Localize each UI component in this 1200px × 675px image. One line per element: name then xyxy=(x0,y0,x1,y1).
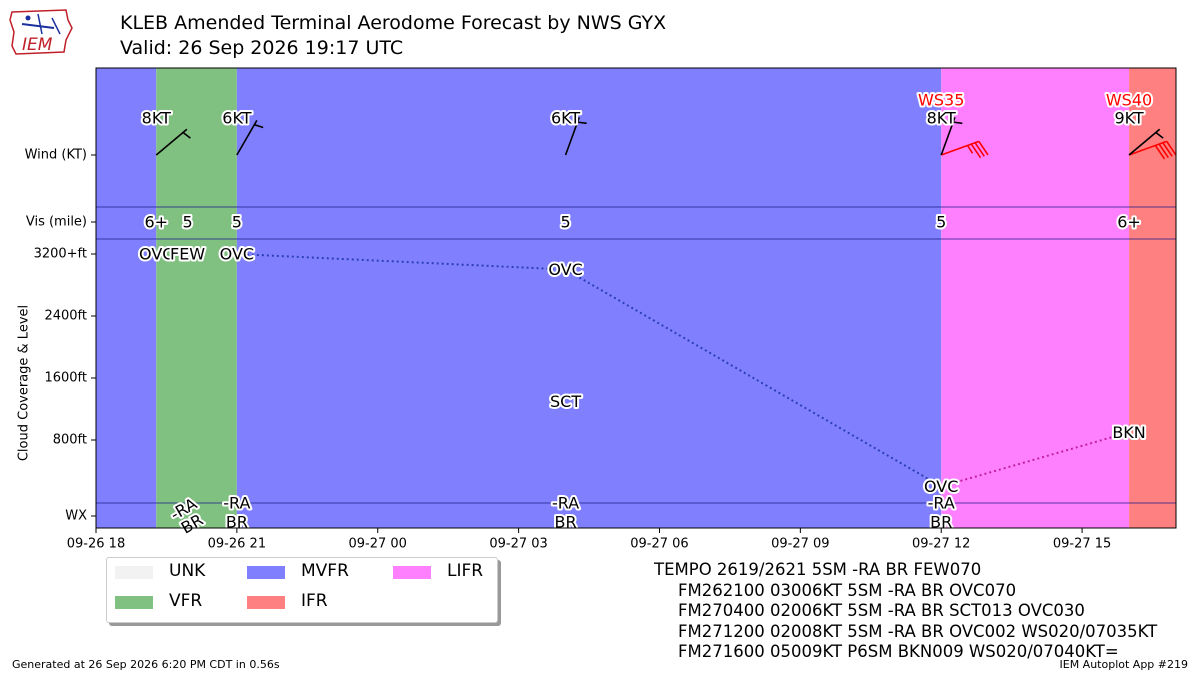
chart-title: KLEB Amended Terminal Aerodome Forecast … xyxy=(120,12,667,34)
footer-generated: Generated at 26 Sep 2026 6:20 PM CDT in … xyxy=(12,658,280,671)
visibility-label: 5 xyxy=(560,213,570,232)
visibility-label: 5 xyxy=(232,213,242,232)
weather-label: -RA xyxy=(928,494,955,513)
legend-swatch xyxy=(115,566,153,579)
category-band xyxy=(156,68,237,528)
wind-barb xyxy=(1128,128,1164,156)
x-tick-label: 09-27 12 xyxy=(912,537,970,552)
weather-label: BR xyxy=(555,513,577,532)
legend-label: IFR xyxy=(301,591,328,611)
wind-speed-label: 6KT xyxy=(222,109,251,128)
barb-feather xyxy=(970,143,982,159)
wind-speed-label: 9KT xyxy=(1114,109,1143,128)
category-band xyxy=(236,68,942,528)
barb-staff xyxy=(1128,140,1167,156)
taf-line: FM262100 03006KT 5SM -RA BR OVC070 xyxy=(678,580,1017,600)
wind-speed-label: 8KT xyxy=(142,109,171,128)
y-tick-label: 1600ft xyxy=(44,371,87,386)
wind-barb xyxy=(155,128,191,156)
cloud-label: OVC xyxy=(924,477,958,496)
cloud-label: OVC xyxy=(220,245,254,264)
y-tick-label: 2400ft xyxy=(44,309,87,324)
barb-staff xyxy=(236,119,258,156)
iem-logo: IEM xyxy=(8,6,74,62)
legend-swatch xyxy=(247,596,285,609)
legend-label: UNK xyxy=(169,561,206,581)
shear-label: WS35 xyxy=(918,91,964,110)
x-tick-label: 09-27 09 xyxy=(771,537,829,552)
cloud-label: FEW xyxy=(170,245,205,264)
taf-head-line: TEMPO 2619/2621 5SM -RA BR FEW070 xyxy=(654,560,982,579)
legend-label: LIFR xyxy=(447,561,484,581)
barb-half-feather xyxy=(577,121,587,125)
legend-label: VFR xyxy=(169,591,203,611)
plot-frame xyxy=(95,67,1177,529)
visibility-label: 5 xyxy=(936,213,946,232)
y-tick-label: 800ft xyxy=(53,433,87,448)
visibility-label: 6+ xyxy=(1117,213,1141,232)
x-tick-label: 09-26 21 xyxy=(208,537,266,552)
barb-feather xyxy=(1162,142,1173,157)
logo-text: IEM xyxy=(22,35,53,55)
barb-feather xyxy=(978,140,989,156)
barb-half-feather xyxy=(1155,131,1164,139)
weather-label: -RA xyxy=(552,494,579,513)
taf-line: FM271200 02008KT 5SM -RA BR OVC002 WS020… xyxy=(678,621,1158,641)
cloud-label: OVC xyxy=(139,245,173,264)
wind-barb xyxy=(236,119,264,156)
x-tick-label: 09-27 03 xyxy=(489,537,547,552)
cloud-label: SCT xyxy=(550,392,581,411)
barb-staff xyxy=(940,117,956,156)
y-tick-label: Vis (mile) xyxy=(26,215,87,230)
wind-speed-label: 8KT xyxy=(927,109,956,128)
y-tick-label: 3200+ft xyxy=(34,247,87,262)
cloud-label: BKN xyxy=(1112,423,1145,442)
barb-half-feather xyxy=(254,123,264,129)
cloud-label: OVC xyxy=(548,260,582,279)
legend-swatch xyxy=(247,566,285,579)
category-band xyxy=(941,68,1130,528)
barb-feather xyxy=(1165,140,1177,156)
barb-feather xyxy=(974,142,985,157)
shear-barb xyxy=(940,140,989,159)
x-tick-label: 09-27 15 xyxy=(1053,537,1111,552)
taf-line: FM271600 05009KT P6SM BKN009 WS020/07040… xyxy=(678,642,1119,661)
barb-feather xyxy=(1158,143,1170,159)
x-tick-label: 09-27 00 xyxy=(349,537,407,552)
legend-swatch xyxy=(393,566,431,579)
weather-label: -RA xyxy=(223,494,250,513)
category-band xyxy=(1129,68,1176,528)
visibility-label: 5 xyxy=(182,213,192,232)
x-tick-label: 09-26 18 xyxy=(67,537,125,552)
visibility-label: 6+ xyxy=(144,213,168,232)
barb-half-feather xyxy=(953,121,963,125)
barb-staff xyxy=(1128,128,1161,156)
barb-half-feather xyxy=(966,144,974,154)
barb-staff xyxy=(940,140,980,156)
barb-half-feather xyxy=(182,131,191,139)
x-tick-label: 09-27 06 xyxy=(630,537,688,552)
wind-barb xyxy=(564,117,587,156)
legend-label: MVFR xyxy=(301,561,349,581)
chart-subtitle: Valid: 26 Sep 2026 19:17 UTC xyxy=(120,37,404,59)
barb-staff xyxy=(155,128,188,156)
legend: UNK MVFR LIFR VFR IFR xyxy=(106,557,498,623)
footer-app: IEM Autoplot App #219 xyxy=(1059,658,1189,671)
shear-barb xyxy=(1128,140,1177,160)
shear-label: WS40 xyxy=(1106,91,1152,110)
barb-staff xyxy=(564,117,580,156)
wind-speed-label: 6KT xyxy=(551,109,580,128)
legend-swatch xyxy=(115,596,153,609)
barb-feather xyxy=(1154,144,1166,160)
taf-text: TEMPO 2619/2621 5SM -RA BR FEW070 FM2621… xyxy=(654,560,1157,663)
category-band xyxy=(96,68,157,528)
y-tick-label: Wind (KT) xyxy=(25,148,87,163)
iem-state-logo-icon: IEM xyxy=(9,9,73,55)
taf-line: FM270400 02006KT 5SM -RA BR SCT013 OVC03… xyxy=(678,601,1085,620)
y-tick-label: WX xyxy=(65,509,87,524)
wind-barb xyxy=(940,117,963,156)
y-axis-title: Cloud Coverage & Level xyxy=(17,305,32,461)
